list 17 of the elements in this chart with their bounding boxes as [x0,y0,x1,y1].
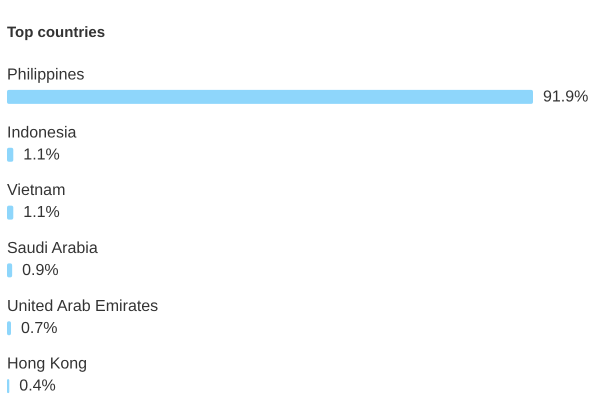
y-tick-label: Hong Kong [7,356,88,373]
data-label: 1.1% [23,146,60,164]
y-tick-label: Saudi Arabia [7,240,98,257]
bar [7,90,533,104]
data-label: 0.7% [21,320,58,337]
data-label: 1.1% [23,204,60,222]
bar [7,263,12,278]
y-tick-label: Vietnam [7,182,66,200]
data-label: 91.9% [543,88,588,106]
chart-title: Top countries [7,24,106,41]
y-tick-label: Philippines [7,66,84,84]
y-tick-label: Indonesia [7,124,76,142]
data-label: 0.4% [19,378,56,395]
data-label: 0.9% [22,262,59,279]
y-tick-label: United Arab Emirates [7,298,158,315]
bar [7,206,14,220]
bar [7,148,14,162]
